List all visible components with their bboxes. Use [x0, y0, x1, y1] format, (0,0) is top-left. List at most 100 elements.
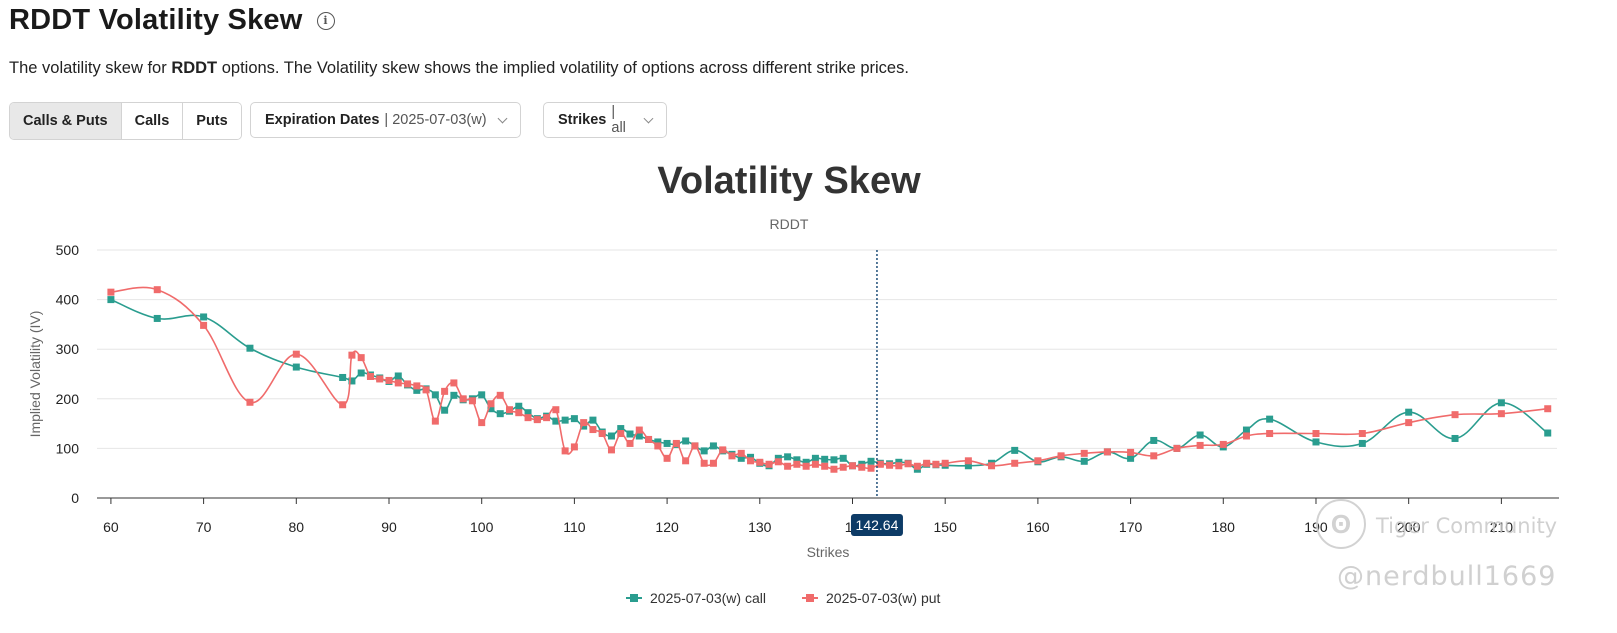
- call-data-point: [811, 454, 819, 462]
- x-tick-label: 80: [289, 519, 305, 535]
- put-data-point: [107, 288, 115, 296]
- put-data-point: [1034, 457, 1042, 465]
- call-data-point: [821, 455, 829, 463]
- put-data-point: [709, 459, 717, 467]
- put-data-point: [1127, 448, 1135, 456]
- expiration-dates-value: | 2025-07-03(w): [384, 112, 487, 128]
- put-data-point: [765, 460, 773, 468]
- call-data-point: [1011, 446, 1019, 454]
- put-data-point: [385, 376, 393, 384]
- current-price-marker: 142.64: [850, 250, 903, 536]
- put-data-point: [747, 457, 755, 465]
- put-data-point: [913, 462, 921, 470]
- info-icon[interactable]: i: [316, 11, 335, 30]
- chart-subtitle: RDDT: [770, 216, 809, 232]
- put-data-point: [932, 460, 940, 468]
- tiger-logo-icon: ʘ: [1316, 499, 1366, 549]
- y-tick-label: 200: [56, 391, 80, 407]
- put-data-point: [1266, 430, 1274, 438]
- expiration-dates-label: Expiration Dates: [265, 112, 380, 128]
- call-data-point: [1544, 429, 1552, 437]
- put-data-point: [1497, 410, 1505, 418]
- put-data-point: [719, 446, 727, 454]
- put-data-point: [153, 286, 161, 294]
- put-data-point: [802, 462, 810, 470]
- put-data-point: [923, 459, 931, 467]
- call-data-point: [626, 430, 634, 438]
- put-data-point: [876, 460, 884, 468]
- put-data-point: [784, 462, 792, 470]
- put-data-point: [552, 406, 560, 414]
- put-data-point: [886, 461, 894, 469]
- call-data-point: [663, 439, 671, 447]
- call-data-point: [867, 457, 875, 465]
- put-data-point: [580, 419, 588, 427]
- put-data-point: [1219, 440, 1227, 448]
- put-data-point: [700, 459, 708, 467]
- x-tick-label: 110: [563, 519, 586, 535]
- call-data-point: [709, 442, 717, 450]
- put-data-point: [441, 387, 449, 395]
- x-axis-ticks: 6070809010011012013014150160170180190200…: [103, 498, 1513, 535]
- page-description: The volatility skew for RDDT options. Th…: [9, 59, 909, 78]
- call-data-point: [200, 313, 208, 321]
- puts-button[interactable]: Puts: [183, 103, 241, 139]
- call-data-point: [431, 391, 439, 399]
- description-prefix: The volatility skew for: [9, 59, 172, 77]
- put-legend-label: 2025-07-03(w) put: [826, 590, 941, 606]
- call-data-point: [394, 372, 402, 380]
- put-data-point: [496, 391, 504, 399]
- legend: 2025-07-03(w) call 2025-07-03(w) put: [626, 590, 941, 606]
- call-data-point: [487, 405, 495, 413]
- current-price-label: 142.64: [856, 517, 899, 533]
- put-data-point: [867, 464, 875, 472]
- put-data-point: [589, 426, 597, 434]
- call-data-point: [1080, 457, 1088, 465]
- description-ticker: RDDT: [171, 59, 218, 77]
- put-data-point: [478, 419, 486, 427]
- x-axis-label: Strikes: [807, 544, 850, 560]
- put-data-point: [626, 439, 634, 447]
- calls-button[interactable]: Calls: [121, 103, 184, 139]
- put-data-point: [357, 354, 365, 362]
- chart-title: Volatility Skew: [657, 160, 921, 202]
- call-data-point: [339, 373, 347, 381]
- y-tick-label: 100: [56, 440, 80, 456]
- call-data-point: [292, 363, 300, 371]
- x-tick-label: 200: [1397, 519, 1421, 535]
- call-data-point: [1497, 399, 1505, 407]
- page-title: RDDT Volatility Skew i: [9, 4, 335, 37]
- watermark-user: @nerdbull1669: [1337, 561, 1557, 592]
- put-data-point: [1080, 449, 1088, 457]
- call-data-point: [496, 410, 504, 418]
- y-tick-label: 0: [71, 490, 79, 506]
- chevron-down-icon: [643, 113, 654, 123]
- put-data-point: [1150, 452, 1158, 460]
- put-data-point: [533, 416, 541, 424]
- call-data-point: [570, 415, 578, 423]
- put-data-point: [635, 426, 643, 434]
- put-data-point: [246, 398, 254, 406]
- put-data-point: [1405, 419, 1413, 427]
- put-data-point: [988, 462, 996, 470]
- put-data-point: [645, 435, 653, 443]
- call-data-point: [1405, 408, 1413, 416]
- current-price-badge: [850, 514, 903, 536]
- watermark-brand: Tiger Community: [1376, 514, 1558, 538]
- y-tick-label: 400: [56, 292, 80, 308]
- call-data-point: [561, 416, 569, 424]
- calls-and-puts-button[interactable]: Calls & Puts: [10, 103, 122, 139]
- put-data-point: [672, 439, 680, 447]
- put-data-point: [200, 321, 208, 329]
- call-data-point: [784, 453, 792, 461]
- y-axis-label: Implied Volatility (IV): [27, 311, 43, 438]
- put-data-point: [1196, 441, 1204, 449]
- put-data-point: [830, 465, 838, 473]
- call-data-point: [450, 391, 458, 399]
- call-data-point: [1196, 431, 1204, 439]
- put-data-point: [1358, 430, 1366, 438]
- strikes-dropdown[interactable]: Strikes | all: [543, 102, 667, 138]
- x-tick-label: 210: [1490, 519, 1514, 535]
- put-data-point: [793, 460, 801, 468]
- expiration-dates-dropdown[interactable]: Expiration Dates | 2025-07-03(w): [250, 102, 521, 138]
